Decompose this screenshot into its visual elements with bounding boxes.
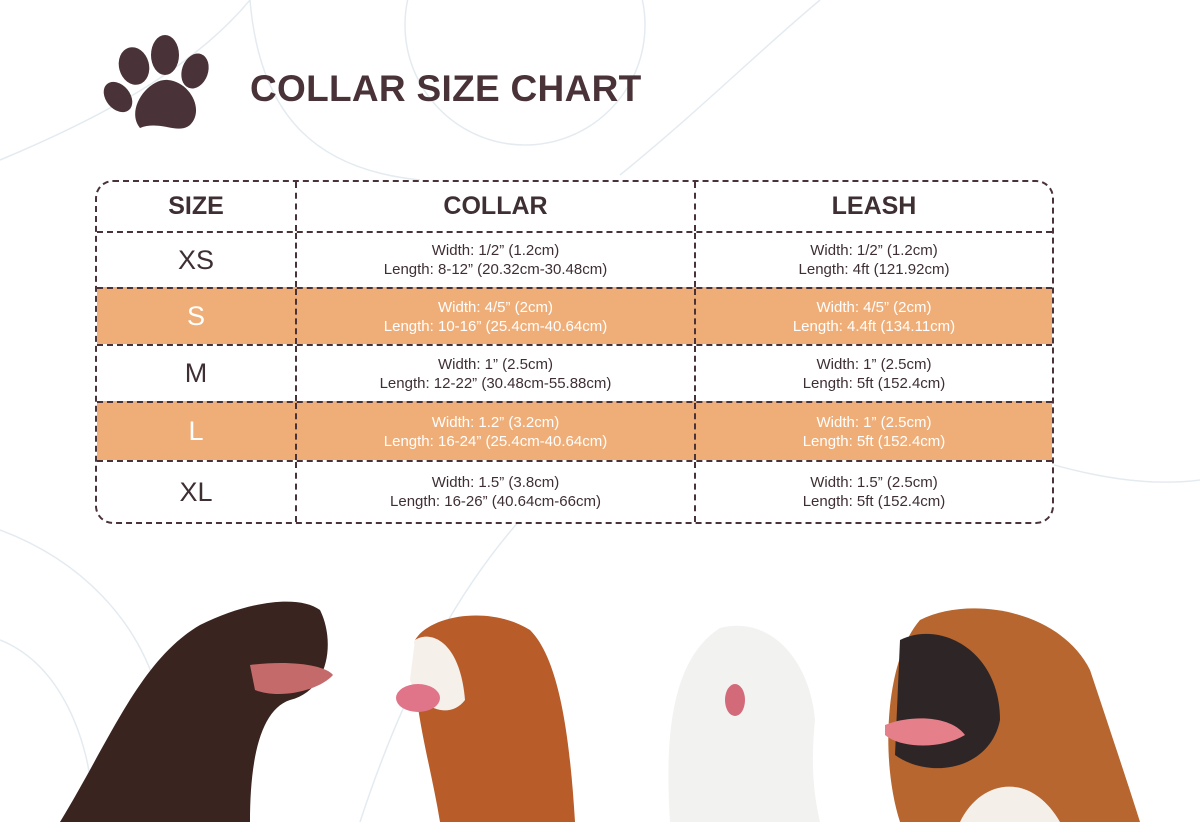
collar-cell: Width: 1.2” (3.2cm) Length: 16-24” (25.4c… <box>295 403 694 460</box>
leash-spec: Width: 1” (2.5cm) <box>816 413 932 431</box>
collar-cell: Width: 4/5” (2cm) Length: 10-16” (25.4cm-… <box>295 289 694 344</box>
leash-spec: Width: 4/5” (2cm) <box>816 298 932 316</box>
size-table: SIZE COLLAR LEASH XS Width: 1/2” (1.2cm) Leng… <box>95 180 1054 524</box>
collar-cell: Width: 1.5” (3.8cm) Length: 16-26” (40.64… <box>295 462 694 522</box>
leash-cell: Width: 4/5” (2cm) Length: 4.4ft (134.11cm… <box>694 289 1052 344</box>
collar-spec: Length: 16-24” (25.4cm-40.64cm) <box>383 432 608 450</box>
leash-spec: Length: 4ft (121.92cm) <box>798 261 950 278</box>
leash-cell: Width: 1.5” (2.5cm) Length: 5ft (152.4cm) <box>694 462 1052 522</box>
leash-cell: Width: 1” (2.5cm) Length: 5ft (152.4cm) <box>694 403 1052 460</box>
size-row: L Width: 1.2” (3.2cm) Length: 16-24” (25.4… <box>97 401 1052 460</box>
leash-cell: Width: 1/2” (1.2cm) Length: 4ft (121.92cm… <box>694 233 1052 287</box>
collar-spec: Length: 10-16” (25.4cm-40.64cm) <box>383 317 608 335</box>
size-row: XS Width: 1/2” (1.2cm) Length: 8-12” (20.3… <box>97 231 1052 287</box>
title: COLLAR SIZE CHART <box>250 68 642 109</box>
leash-spec: Length: 5ft (152.4cm) <box>802 432 946 450</box>
collar-cell: Width: 1/2” (1.2cm) Length: 8-12” (20.32c… <box>295 233 694 287</box>
size-label: M <box>184 358 208 388</box>
header-row: SIZE COLLAR LEASH <box>97 182 1052 231</box>
size-row: M Width: 1” (2.5cm) Length: 12-22” (30.48c… <box>97 344 1052 401</box>
column-header: LEASH <box>694 182 1052 231</box>
dog-illustrations <box>60 601 1140 822</box>
leash-spec: Width: 1” (2.5cm) <box>816 355 932 373</box>
collar-spec: Width: 1/2” (1.2cm) <box>431 242 560 259</box>
collar-spec: Width: 1” (2.5cm) <box>437 355 554 373</box>
leash-spec: Length: 4.4ft (134.11cm) <box>792 317 956 335</box>
column-header: COLLAR <box>295 182 694 231</box>
collar-spec: Width: 1.2” (3.2cm) <box>431 413 560 431</box>
leash-spec: Width: 1.5” (2.5cm) <box>810 474 938 491</box>
leash-spec: Length: 5ft (152.4cm) <box>802 493 946 510</box>
collar-cell: Width: 1” (2.5cm) Length: 12-22” (30.48cm… <box>295 346 694 401</box>
collar-spec: Length: 8-12” (20.32cm-30.48cm) <box>383 261 608 278</box>
size-label: L <box>188 416 204 446</box>
size-label: XL <box>179 476 213 507</box>
leash-spec: Width: 1/2” (1.2cm) <box>810 242 938 259</box>
paw-icon <box>103 35 209 129</box>
column-header: SIZE <box>168 192 224 220</box>
leash-spec: Length: 5ft (152.4cm) <box>802 374 946 392</box>
collar-spec: Length: 12-22” (30.48cm-55.88cm) <box>379 374 612 392</box>
collar-spec: Width: 1.5” (3.8cm) <box>431 474 560 491</box>
leash-cell: Width: 1” (2.5cm) Length: 5ft (152.4cm) <box>694 346 1052 401</box>
size-row: S Width: 4/5” (2cm) Length: 10-16” (25.4cm… <box>97 287 1052 344</box>
collar-spec: Width: 4/5” (2cm) <box>437 298 554 316</box>
size-label: S <box>186 301 205 331</box>
size-row: XL Width: 1.5” (3.8cm) Length: 16-26” (40.… <box>97 460 1052 522</box>
collar-spec: Length: 16-26” (40.64cm-66cm) <box>390 493 601 510</box>
size-label: XS <box>177 244 215 275</box>
